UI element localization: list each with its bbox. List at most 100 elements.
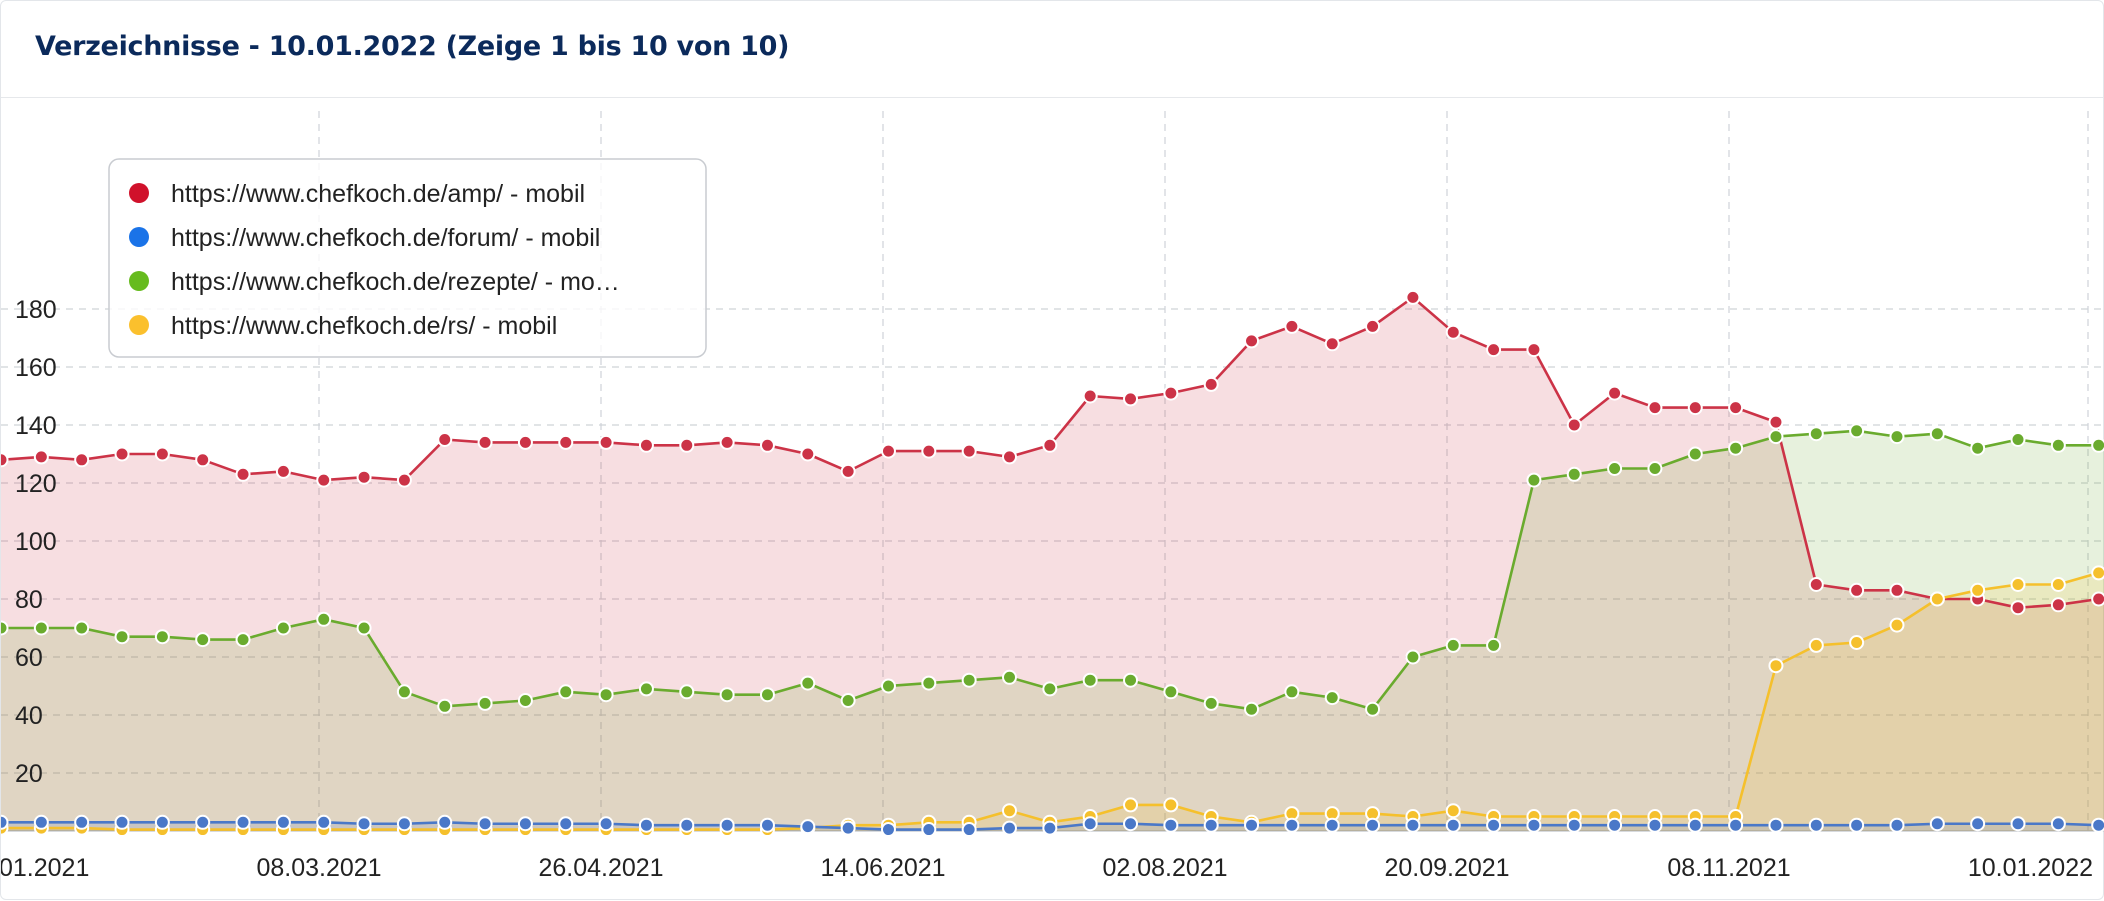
data-point bbox=[598, 687, 614, 703]
data-point bbox=[1405, 649, 1421, 665]
data-point bbox=[396, 472, 412, 488]
data-point bbox=[1929, 591, 1945, 607]
data-point bbox=[316, 472, 332, 488]
data-point bbox=[759, 687, 775, 703]
data-point bbox=[558, 684, 574, 700]
data-point bbox=[1445, 324, 1461, 340]
legend-label[interactable]: https://www.chefkoch.de/rs/ - mobil bbox=[171, 312, 557, 340]
data-point bbox=[1042, 681, 1058, 697]
data-point bbox=[517, 434, 533, 450]
data-point bbox=[74, 620, 90, 636]
data-point bbox=[1728, 440, 1744, 456]
legend-marker[interactable] bbox=[129, 183, 149, 203]
data-point bbox=[1889, 817, 1905, 833]
legend-box bbox=[108, 158, 707, 358]
data-point bbox=[2091, 565, 2104, 581]
data-point bbox=[275, 463, 291, 479]
data-point bbox=[154, 629, 170, 645]
data-point bbox=[2010, 600, 2026, 616]
legend-marker[interactable] bbox=[129, 315, 149, 335]
legend-label[interactable]: https://www.chefkoch.de/forum/ - mobil bbox=[171, 224, 600, 252]
data-point bbox=[880, 678, 896, 694]
data-point bbox=[719, 687, 735, 703]
data-point bbox=[1647, 817, 1663, 833]
x-tick-label: 20.09.2021 bbox=[1384, 854, 1509, 882]
data-point bbox=[1244, 333, 1260, 349]
legend[interactable]: https://www.chefkoch.de/amp/ - mobil http… bbox=[108, 158, 707, 358]
data-point bbox=[1324, 690, 1340, 706]
data-point bbox=[1808, 637, 1824, 653]
data-point bbox=[1, 814, 9, 830]
y-tick-label: 160 bbox=[15, 354, 57, 382]
data-point bbox=[840, 463, 856, 479]
area-4 bbox=[1, 572, 2104, 831]
data-point bbox=[2050, 816, 2066, 832]
data-point bbox=[396, 816, 412, 832]
data-point bbox=[195, 452, 211, 468]
data-point bbox=[1566, 417, 1582, 433]
data-point bbox=[1002, 669, 1017, 685]
data-point bbox=[437, 698, 453, 714]
y-tick-label: 180 bbox=[15, 296, 57, 324]
data-point bbox=[195, 814, 211, 830]
data-point bbox=[1002, 449, 1017, 465]
data-point bbox=[1687, 446, 1703, 462]
data-point bbox=[1768, 414, 1784, 430]
data-point bbox=[1123, 391, 1139, 407]
legend-label[interactable]: https://www.chefkoch.de/amp/ - mobil bbox=[171, 180, 585, 208]
data-point bbox=[2091, 437, 2104, 453]
chart-title: Verzeichnisse - 10.01.2022 (Zeige 1 bis … bbox=[35, 31, 790, 62]
legend-marker[interactable] bbox=[129, 271, 149, 291]
data-point bbox=[759, 437, 775, 453]
data-point bbox=[1849, 635, 1865, 650]
x-tick-label: 08.03.2021 bbox=[256, 854, 381, 882]
data-point bbox=[1203, 695, 1219, 711]
data-point bbox=[33, 449, 49, 465]
data-point bbox=[2050, 597, 2066, 613]
y-tick-label: 60 bbox=[15, 644, 43, 672]
data-point bbox=[316, 814, 332, 830]
data-point bbox=[1970, 440, 1986, 456]
data-point bbox=[154, 814, 170, 830]
data-point bbox=[1445, 637, 1461, 653]
data-point bbox=[1163, 797, 1179, 813]
data-point bbox=[2091, 591, 2104, 607]
legend-marker[interactable] bbox=[129, 227, 149, 247]
data-point bbox=[719, 817, 735, 833]
data-point bbox=[759, 817, 775, 833]
data-point bbox=[1324, 817, 1340, 833]
data-point bbox=[880, 443, 896, 459]
data-point bbox=[437, 814, 453, 830]
data-point bbox=[1929, 426, 1945, 442]
data-point bbox=[1203, 376, 1219, 392]
legend-label[interactable]: https://www.chefkoch.de/rezepte/ - mo… bbox=[171, 268, 620, 296]
data-point bbox=[1929, 816, 1945, 832]
data-point bbox=[1284, 318, 1300, 334]
data-point bbox=[1687, 817, 1703, 833]
area-3 bbox=[1, 430, 2104, 831]
data-point bbox=[719, 434, 735, 450]
data-point bbox=[1808, 577, 1824, 592]
data-point bbox=[114, 629, 130, 645]
data-point bbox=[2010, 577, 2026, 592]
data-point bbox=[1123, 672, 1139, 688]
data-point bbox=[1163, 817, 1179, 833]
data-point bbox=[114, 446, 130, 462]
data-point bbox=[356, 816, 372, 832]
data-point bbox=[1203, 817, 1219, 833]
x-tick-label: 10.01.2022 bbox=[1968, 854, 2093, 882]
data-point bbox=[1728, 817, 1744, 833]
data-point bbox=[1365, 701, 1381, 717]
data-point bbox=[74, 452, 90, 468]
data-point bbox=[33, 814, 49, 830]
data-point bbox=[477, 816, 493, 832]
y-tick-label: 20 bbox=[15, 760, 43, 788]
data-point bbox=[1808, 426, 1824, 442]
axis-labels: 20 40 60 80 100 120 140 160 180 01.2021 08.03.2021… bbox=[1, 296, 2093, 882]
data-point bbox=[2091, 817, 2104, 833]
data-point bbox=[921, 443, 937, 459]
data-point bbox=[235, 632, 251, 648]
data-point bbox=[1566, 466, 1582, 482]
data-point bbox=[598, 434, 614, 450]
data-point bbox=[396, 684, 412, 700]
